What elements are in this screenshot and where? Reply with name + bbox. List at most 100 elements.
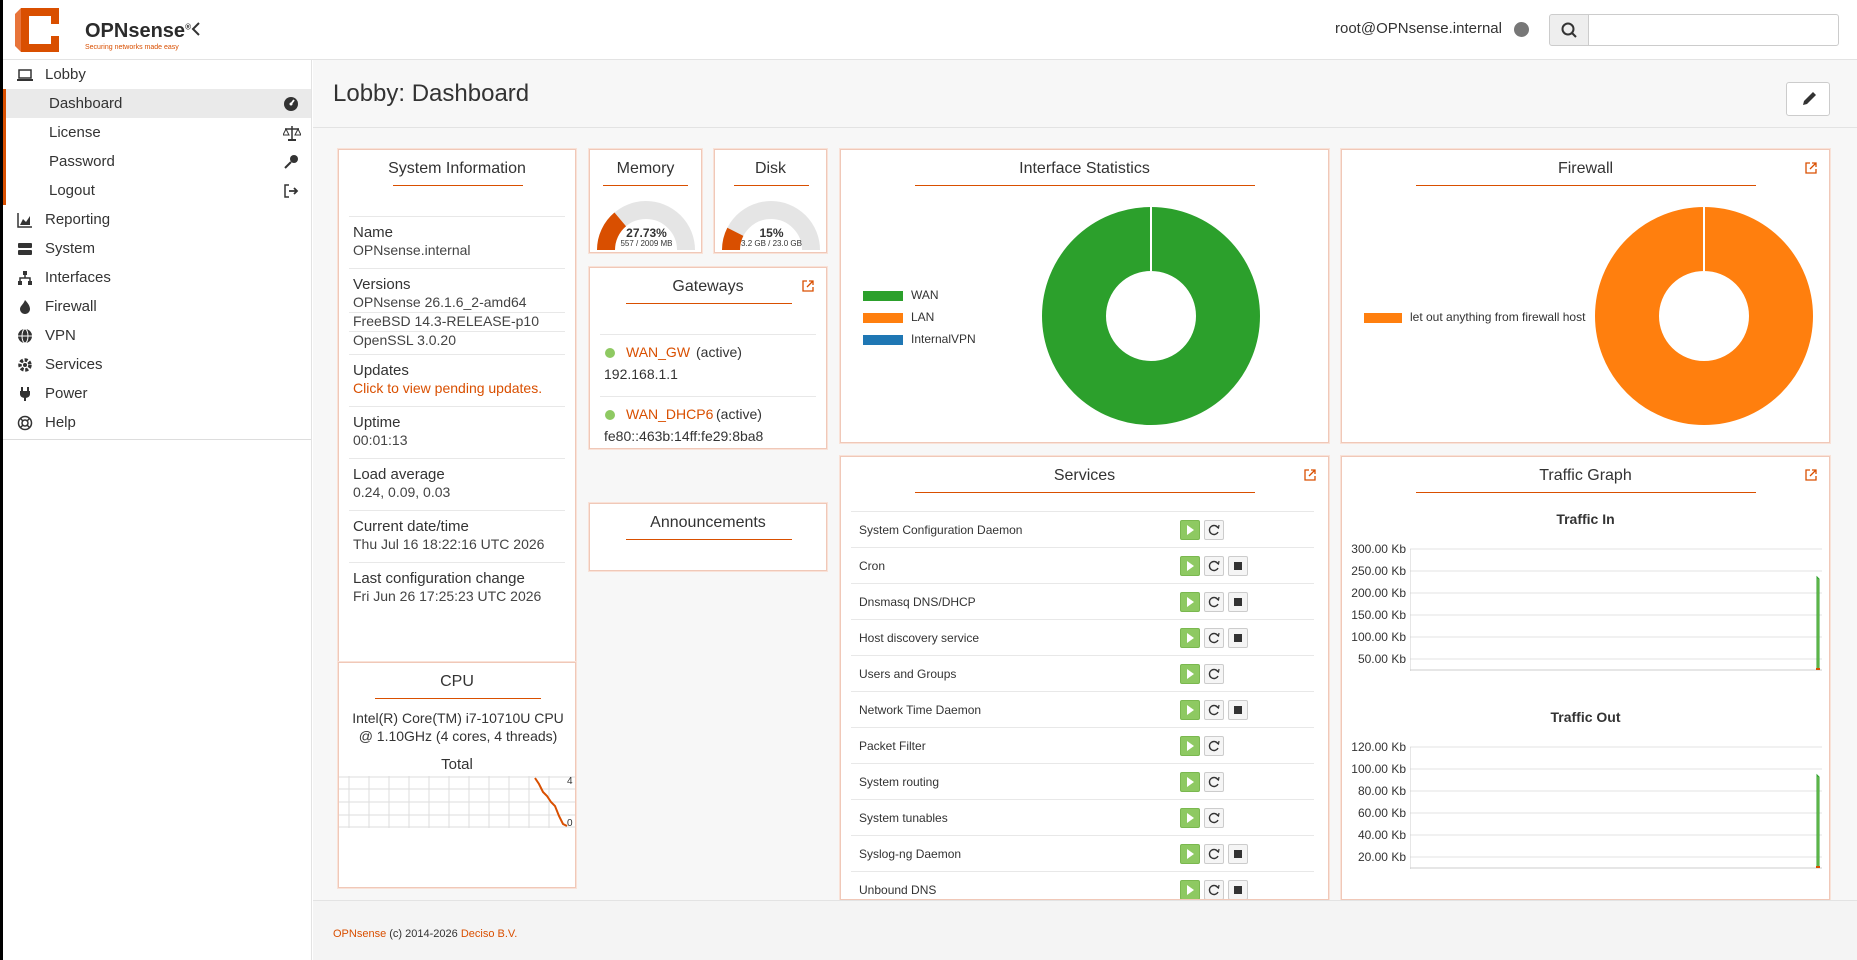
- refresh-icon: [1208, 596, 1220, 608]
- widget-title: CPU: [440, 673, 474, 690]
- legend-swatch-internalvpn: [863, 335, 903, 345]
- sidebar-item-system[interactable]: System: [3, 234, 311, 263]
- sidebar-item-password[interactable]: Password: [3, 147, 311, 176]
- service-restart-button[interactable]: [1204, 592, 1224, 612]
- service-restart-button[interactable]: [1204, 736, 1224, 756]
- sidebar-item-power[interactable]: Power: [3, 379, 311, 408]
- opnsense-logo[interactable]: OPNsense® Securing networks made easy: [15, 6, 191, 54]
- sidebar-item-interfaces[interactable]: Interfaces: [3, 263, 311, 292]
- service-name: Packet Filter: [859, 739, 926, 753]
- service-restart-button[interactable]: [1204, 808, 1224, 828]
- title-underline: [915, 492, 1255, 493]
- external-link-icon[interactable]: [1805, 162, 1817, 174]
- sidebar-item-license[interactable]: License: [3, 118, 311, 147]
- footer-brand-link[interactable]: OPNsense: [333, 928, 387, 940]
- page-title: Lobby: Dashboard: [333, 80, 530, 107]
- load-average-value: 0.24, 0.09, 0.03: [353, 484, 451, 500]
- sidebar-item-help[interactable]: Help: [3, 408, 311, 437]
- sidebar-item-dashboard[interactable]: Dashboard: [3, 89, 311, 118]
- service-restart-button[interactable]: [1204, 880, 1224, 899]
- service-restart-button[interactable]: [1204, 844, 1224, 864]
- search-input[interactable]: [1588, 14, 1839, 46]
- sidebar-item-services[interactable]: Services: [3, 350, 311, 379]
- service-running-button[interactable]: [1180, 880, 1200, 899]
- service-running-button[interactable]: [1180, 772, 1200, 792]
- external-link-icon[interactable]: [1805, 469, 1817, 481]
- service-stop-button[interactable]: [1228, 700, 1248, 720]
- disk-gauge: [722, 201, 820, 251]
- refresh-icon: [1208, 668, 1220, 680]
- disk-percent: 15%: [759, 226, 784, 240]
- service-running-button[interactable]: [1180, 520, 1200, 540]
- sidebar-divider: [3, 439, 311, 440]
- service-stop-button[interactable]: [1228, 592, 1248, 612]
- sidebar-item-label: Firewall: [45, 298, 97, 315]
- title-divider: [313, 127, 1857, 128]
- interface-statistics-donut[interactable]: [1041, 206, 1261, 426]
- widget-title: Firewall: [1557, 160, 1614, 177]
- firewall-donut[interactable]: [1594, 206, 1814, 426]
- external-link-icon[interactable]: [802, 280, 814, 292]
- search-button[interactable]: [1549, 14, 1589, 46]
- service-stop-button[interactable]: [1228, 844, 1248, 864]
- service-stop-button[interactable]: [1228, 880, 1248, 899]
- service-restart-button[interactable]: [1204, 772, 1224, 792]
- pending-updates-link[interactable]: Click to view pending updates.: [353, 380, 543, 396]
- widget-title: Memory: [616, 160, 675, 177]
- refresh-icon: [1208, 812, 1220, 824]
- divider: [349, 216, 565, 217]
- service-running-button[interactable]: [1180, 736, 1200, 756]
- status-indicator[interactable]: [1514, 22, 1529, 37]
- service-running-button[interactable]: [1180, 556, 1200, 576]
- sidebar-item-label: Password: [49, 153, 115, 170]
- title-underline: [734, 185, 809, 186]
- pencil-icon: [1803, 92, 1816, 105]
- legend-label[interactable]: LAN: [911, 310, 935, 324]
- disk-detail: 3.2 GB / 23.0 GB: [741, 239, 802, 248]
- sidebar-item-label: Services: [45, 356, 103, 373]
- service-running-button[interactable]: [1180, 844, 1200, 864]
- edit-dashboard-button[interactable]: [1786, 82, 1830, 116]
- play-icon: [1187, 597, 1194, 607]
- sidebar-item-reporting[interactable]: Reporting: [3, 205, 311, 234]
- sidebar-item-firewall[interactable]: Firewall: [3, 292, 311, 321]
- legend-label[interactable]: let out anything from firewall host: [1410, 310, 1586, 324]
- service-running-button[interactable]: [1180, 592, 1200, 612]
- footer-company-link[interactable]: Deciso B.V.: [460, 928, 518, 940]
- axis-tick-label: 50.00 Kb: [1357, 652, 1406, 666]
- service-running-button[interactable]: [1180, 700, 1200, 720]
- gateway-name[interactable]: WAN_GW: [626, 344, 691, 360]
- gateway-name[interactable]: WAN_DHCP6: [626, 406, 714, 422]
- divider: [349, 458, 565, 459]
- play-icon: [1187, 525, 1194, 535]
- axis-tick-label: 300.00 Kb: [1351, 542, 1406, 556]
- service-running-button[interactable]: [1180, 664, 1200, 684]
- sidebar-item-lobby[interactable]: Lobby: [3, 60, 311, 89]
- axis-tick-label: 200.00 Kb: [1351, 586, 1406, 600]
- brand-tagline: Securing networks made easy: [85, 44, 179, 51]
- user-name[interactable]: root@OPNsense.internal: [1335, 20, 1502, 37]
- legend-label[interactable]: WAN: [911, 288, 939, 302]
- service-stop-button[interactable]: [1228, 556, 1248, 576]
- title-underline: [393, 185, 523, 186]
- service-restart-button[interactable]: [1204, 556, 1224, 576]
- service-restart-button[interactable]: [1204, 700, 1224, 720]
- title-underline: [626, 303, 792, 304]
- collapse-sidebar-icon[interactable]: [189, 20, 205, 40]
- service-running-button[interactable]: [1180, 628, 1200, 648]
- service-restart-button[interactable]: [1204, 628, 1224, 648]
- sidebar-item-vpn[interactable]: VPN: [3, 321, 311, 350]
- name-value: OPNsense.internal: [353, 242, 471, 258]
- cpu-widget: CPU Intel(R) Core(TM) i7-10710U CPU @ 1.…: [338, 662, 576, 888]
- legend-label[interactable]: InternalVPN: [911, 332, 976, 346]
- title-underline: [603, 185, 688, 186]
- service-running-button[interactable]: [1180, 808, 1200, 828]
- service-row: Host discovery service: [851, 619, 1314, 655]
- stop-icon: [1234, 706, 1242, 714]
- service-stop-button[interactable]: [1228, 628, 1248, 648]
- stop-icon: [1234, 886, 1242, 894]
- sidebar-item-logout[interactable]: Logout: [3, 176, 311, 205]
- service-restart-button[interactable]: [1204, 664, 1224, 684]
- external-link-icon[interactable]: [1304, 469, 1316, 481]
- service-restart-button[interactable]: [1204, 520, 1224, 540]
